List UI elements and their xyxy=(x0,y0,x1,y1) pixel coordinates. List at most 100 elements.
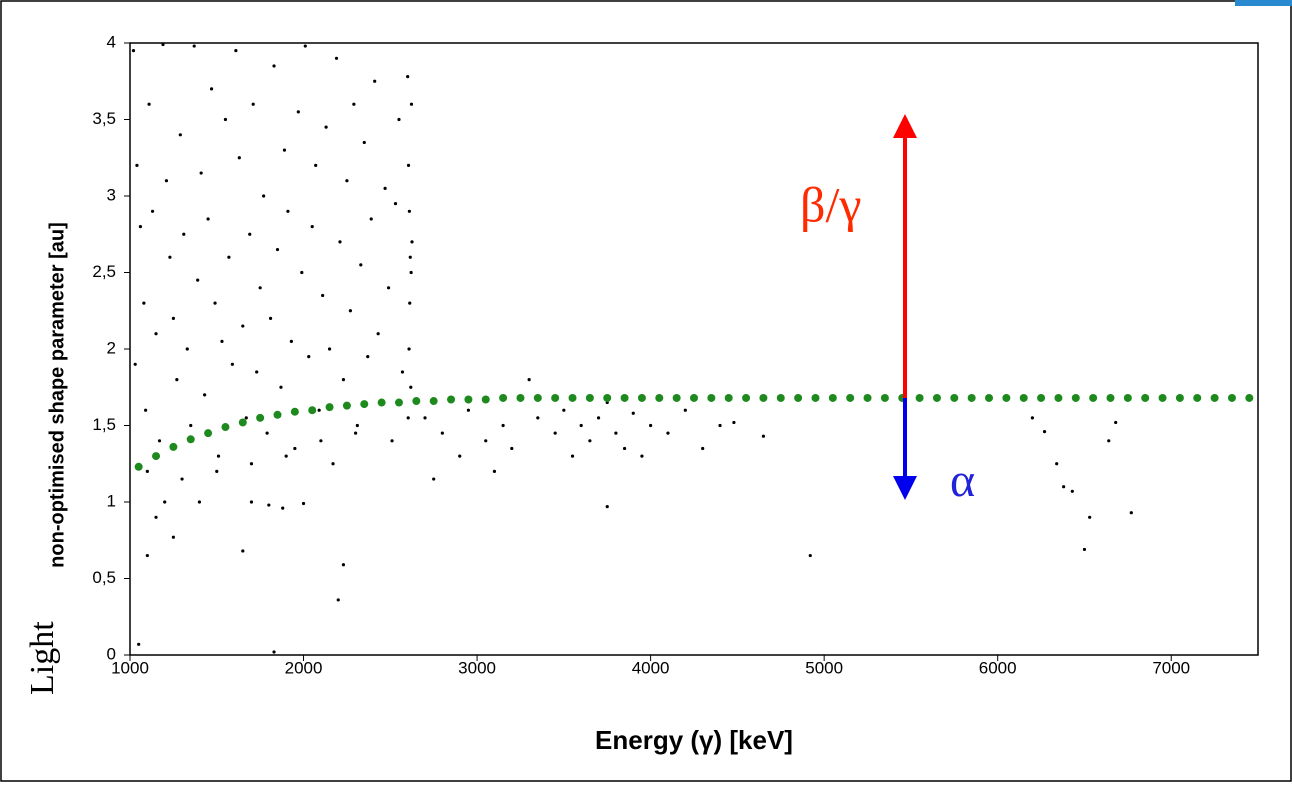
curve-dot xyxy=(985,393,994,402)
annotation-alpha: α xyxy=(950,454,975,507)
event-point xyxy=(640,454,644,458)
y-axis-label: non-optimised shape parameter [au] xyxy=(46,222,68,568)
curve-dot xyxy=(238,418,247,427)
event-point xyxy=(683,408,687,412)
event-point xyxy=(1062,485,1066,489)
event-point xyxy=(562,408,566,412)
event-point xyxy=(1114,420,1118,425)
y-tick-label: 1,5 xyxy=(92,415,116,434)
event-point xyxy=(282,148,287,152)
y-tick-label: 2 xyxy=(107,338,116,357)
curve-dot xyxy=(1141,393,1150,402)
annotation-beta-gamma: β/γ xyxy=(800,176,861,232)
y-tick-label: 0 xyxy=(107,644,116,663)
curve-dot xyxy=(967,393,976,402)
curve-dot xyxy=(256,413,265,422)
event-point xyxy=(408,255,412,259)
event-point xyxy=(145,553,149,558)
event-point xyxy=(171,316,175,320)
event-point xyxy=(334,56,339,60)
event-point xyxy=(341,563,346,567)
event-point xyxy=(362,140,366,145)
event-point xyxy=(272,64,276,68)
event-point xyxy=(268,316,273,320)
event-point xyxy=(189,423,193,428)
event-point xyxy=(284,454,288,458)
event-point xyxy=(1030,416,1034,420)
event-point xyxy=(407,209,411,213)
event-point xyxy=(1107,439,1111,443)
event-point xyxy=(230,362,234,366)
event-point xyxy=(178,133,182,137)
event-point xyxy=(400,370,405,374)
event-point xyxy=(147,102,151,106)
curve-dot xyxy=(394,398,403,407)
event-point xyxy=(203,393,207,397)
event-point xyxy=(527,378,531,382)
plot-frame xyxy=(129,42,1259,656)
curve-dot xyxy=(776,393,785,402)
curve-dot xyxy=(516,393,525,402)
event-point xyxy=(406,163,411,167)
curve-dot xyxy=(342,401,351,410)
event-point xyxy=(275,247,280,252)
curve-dot xyxy=(551,393,560,402)
event-point xyxy=(376,332,380,336)
event-point xyxy=(536,416,540,420)
curve-dot xyxy=(360,400,369,409)
event-point xyxy=(248,232,252,236)
event-point xyxy=(314,163,318,167)
event-point xyxy=(163,500,167,504)
curve-dot xyxy=(846,393,855,402)
curve-dot xyxy=(186,435,195,444)
curve-dot xyxy=(308,406,317,415)
event-point xyxy=(133,362,137,366)
event-point xyxy=(631,411,635,415)
curve-dot xyxy=(637,393,646,402)
event-point xyxy=(249,500,254,504)
event-point xyxy=(168,255,172,259)
event-point xyxy=(348,309,352,313)
curve-dot xyxy=(1227,393,1236,402)
event-point xyxy=(409,385,413,389)
event-point xyxy=(458,454,462,458)
event-point xyxy=(373,79,377,83)
curve-dot xyxy=(794,393,803,402)
event-point xyxy=(258,286,262,290)
x-tick-label: 5000 xyxy=(805,658,843,677)
event-point xyxy=(386,286,391,290)
y-tick-label: 2,5 xyxy=(92,262,116,281)
y-axis-label-prefix: Light xyxy=(24,621,61,695)
curve-dot xyxy=(1071,393,1080,402)
curve-dot xyxy=(533,393,542,402)
event-point xyxy=(301,501,306,506)
event-point xyxy=(366,355,370,359)
event-point xyxy=(359,263,363,267)
curve-dot xyxy=(672,393,681,402)
event-point xyxy=(171,535,175,539)
curve-dot xyxy=(1106,393,1115,402)
event-point xyxy=(197,500,202,504)
curve-dot xyxy=(169,442,178,451)
event-point xyxy=(484,439,488,443)
event-point xyxy=(154,332,158,336)
curve-dot xyxy=(273,410,282,419)
curve-dot xyxy=(412,397,421,406)
event-point xyxy=(383,186,387,190)
event-point xyxy=(321,293,325,298)
curve-dot xyxy=(603,393,612,402)
event-point xyxy=(406,416,410,420)
event-point xyxy=(355,423,359,428)
event-point xyxy=(310,225,314,229)
event-point xyxy=(718,423,722,428)
y-tick-label: 0,5 xyxy=(92,568,116,587)
event-point xyxy=(281,506,285,510)
event-point xyxy=(341,378,346,382)
event-point xyxy=(303,44,307,48)
plot-area xyxy=(131,42,1254,654)
x-tick-label: 3000 xyxy=(458,658,496,677)
event-point xyxy=(579,423,583,428)
curve-dot xyxy=(134,462,143,471)
